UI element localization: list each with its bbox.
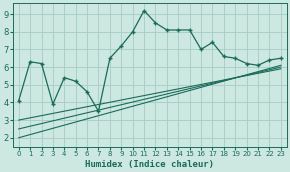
X-axis label: Humidex (Indice chaleur): Humidex (Indice chaleur) <box>85 159 214 169</box>
